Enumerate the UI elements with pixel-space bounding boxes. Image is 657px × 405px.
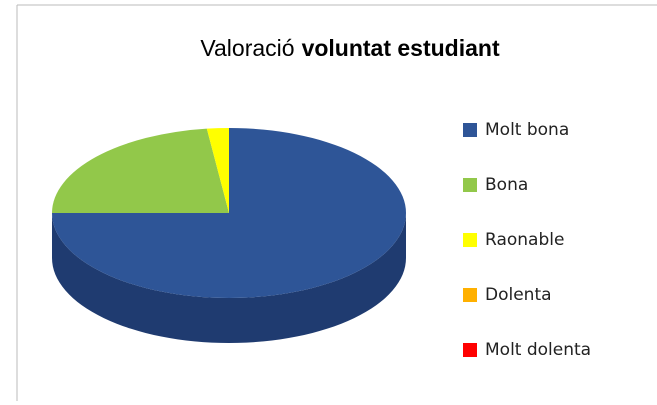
pie-side <box>52 213 406 343</box>
title-part: Valoració <box>200 35 294 61</box>
pie-sides <box>52 213 406 343</box>
legend-swatch <box>463 123 477 137</box>
legend-swatch <box>463 288 477 302</box>
legend-swatch <box>463 233 477 247</box>
legend-swatch <box>463 343 477 357</box>
chart-title: Valoració voluntat estudiant <box>200 35 500 61</box>
legend-label: Raonable <box>485 230 564 250</box>
legend-label: Bona <box>485 175 528 195</box>
legend-label: Dolenta <box>485 285 552 305</box>
legend-label: Molt bona <box>485 120 569 140</box>
pie-slice <box>206 128 229 213</box>
pie-slice <box>52 128 229 213</box>
title-part-bold: voluntat estudiant <box>302 35 500 61</box>
legend-swatch <box>463 178 477 192</box>
legend-label: Molt dolenta <box>485 340 591 360</box>
